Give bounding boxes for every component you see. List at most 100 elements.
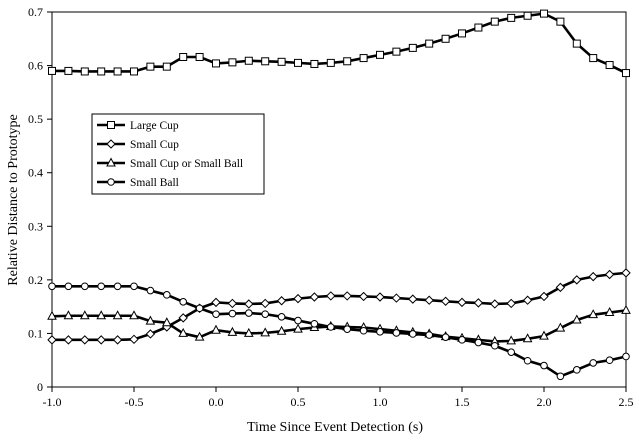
y-tick-label: 0.4 [28, 166, 43, 180]
data-point-small-ball [540, 361, 548, 370]
data-point-large-cup [146, 62, 155, 71]
data-point-small-cup-or-small-ball [194, 331, 205, 341]
data-point-small-cup [621, 268, 631, 278]
data-point-large-cup [605, 61, 614, 70]
data-point-small-cup-or-small-ball [178, 327, 189, 337]
data-point-small-cup-or-small-ball [555, 322, 566, 332]
series-small-cup [47, 268, 631, 345]
data-point-large-cup [64, 66, 73, 75]
y-tick-label: 0.5 [28, 112, 43, 126]
data-point-small-cup-or-small-ball [227, 326, 238, 336]
data-point-small-cup-or-small-ball [243, 327, 254, 337]
data-point-large-cup [326, 58, 335, 67]
data-point-small-cup-or-small-ball [211, 324, 221, 334]
data-point-large-cup [294, 58, 302, 67]
data-point-small-ball [622, 352, 630, 361]
data-point-large-cup [376, 50, 384, 59]
data-point-small-cup [276, 296, 287, 306]
data-point-small-cup [506, 298, 516, 309]
data-point-large-cup [261, 57, 270, 66]
data-point-large-cup [48, 66, 56, 75]
data-point-large-cup [392, 47, 401, 56]
data-point-large-cup [474, 23, 483, 32]
series-large-cup [48, 9, 630, 78]
legend-label-small-ball: Small Ball [130, 177, 179, 189]
series-line-small-ball [52, 284, 627, 378]
data-point-large-cup [343, 57, 352, 66]
x-tick-label: 2.0 [537, 395, 552, 409]
data-point-small-cup-or-small-ball [293, 323, 303, 333]
data-point-small-cup-or-small-ball [604, 306, 615, 317]
data-point-small-cup [96, 335, 106, 345]
plot-area-frame [51, 11, 627, 388]
data-point-small-cup [63, 335, 74, 345]
data-point-small-ball [179, 298, 187, 306]
data-point-small-cup [522, 295, 533, 305]
data-point-small-cup [555, 282, 566, 293]
data-point-small-cup [457, 297, 467, 308]
data-point-small-cup [375, 292, 385, 302]
data-point-small-ball [392, 329, 401, 337]
data-point-small-ball [245, 309, 253, 317]
y-tick-label: 0.1 [28, 326, 43, 340]
data-point-small-ball [294, 316, 302, 325]
data-point-small-cup [227, 298, 238, 309]
data-point-small-cup [490, 299, 500, 309]
data-point-small-cup-or-small-ball [522, 333, 533, 343]
data-point-large-cup [523, 11, 532, 20]
data-point-small-cup [539, 291, 549, 302]
data-point-small-cup [309, 292, 320, 302]
x-tick-label: 1.5 [455, 395, 470, 409]
data-point-large-cup [622, 69, 630, 78]
data-point-small-cup-or-small-ball [161, 317, 172, 327]
data-point-small-ball [163, 291, 171, 299]
data-point-small-cup [588, 271, 598, 282]
data-point-small-ball [261, 310, 270, 318]
data-point-large-cup [556, 17, 565, 26]
data-point-small-ball [146, 286, 155, 295]
data-point-small-cup [47, 335, 57, 345]
data-point-large-cup [277, 57, 286, 66]
data-point-small-cup [391, 293, 402, 303]
data-point-small-cup-or-small-ball [63, 310, 74, 320]
x-tick-label: -1.0 [43, 395, 62, 409]
legend-marker-small-cup-or-small-ball [106, 157, 116, 167]
legend-marker-small-ball [107, 178, 115, 186]
y-axis-label: Relative Distance to Prototype [6, 114, 21, 285]
y-tick-label: 0 [37, 380, 43, 394]
data-point-small-ball [573, 366, 581, 374]
data-point-small-cup-or-small-ball [621, 304, 631, 314]
data-point-large-cup [408, 43, 417, 52]
series-small-ball [48, 282, 630, 381]
data-point-large-cup [359, 54, 368, 63]
data-point-small-cup [342, 291, 352, 301]
data-point-small-ball [327, 323, 335, 331]
data-point-small-ball [441, 333, 450, 341]
data-point-large-cup [490, 17, 499, 26]
data-point-small-cup-or-small-ball [571, 314, 582, 324]
x-tick-label: 2.5 [619, 395, 634, 409]
data-point-small-cup [112, 335, 123, 345]
data-point-small-ball [228, 309, 237, 318]
data-point-small-ball [605, 356, 614, 365]
data-point-small-cup-or-small-ball [112, 310, 123, 320]
data-point-small-cup-or-small-ball [276, 325, 287, 335]
data-point-large-cup [97, 67, 106, 76]
legend-marker-small-cup [106, 139, 116, 149]
legend-marker-large-cup [107, 121, 115, 129]
legend-label-small-cup: Small Cup [130, 139, 179, 151]
data-point-small-cup-or-small-ball [47, 310, 57, 320]
data-point-large-cup [195, 53, 204, 61]
data-point-large-cup [162, 62, 171, 71]
data-point-large-cup [80, 67, 89, 76]
data-point-small-ball [409, 330, 417, 338]
data-point-small-ball [376, 328, 384, 336]
data-point-small-cup-or-small-ball [588, 309, 599, 319]
data-point-large-cup [113, 67, 122, 76]
data-point-large-cup [441, 34, 450, 43]
data-point-small-ball [81, 282, 89, 291]
data-point-small-cup [424, 295, 434, 305]
legend-label-large-cup: Large Cup [130, 120, 179, 132]
y-tick-label: 0.2 [28, 273, 43, 287]
x-axis-label: Time Since Event Detection (s) [247, 420, 423, 435]
